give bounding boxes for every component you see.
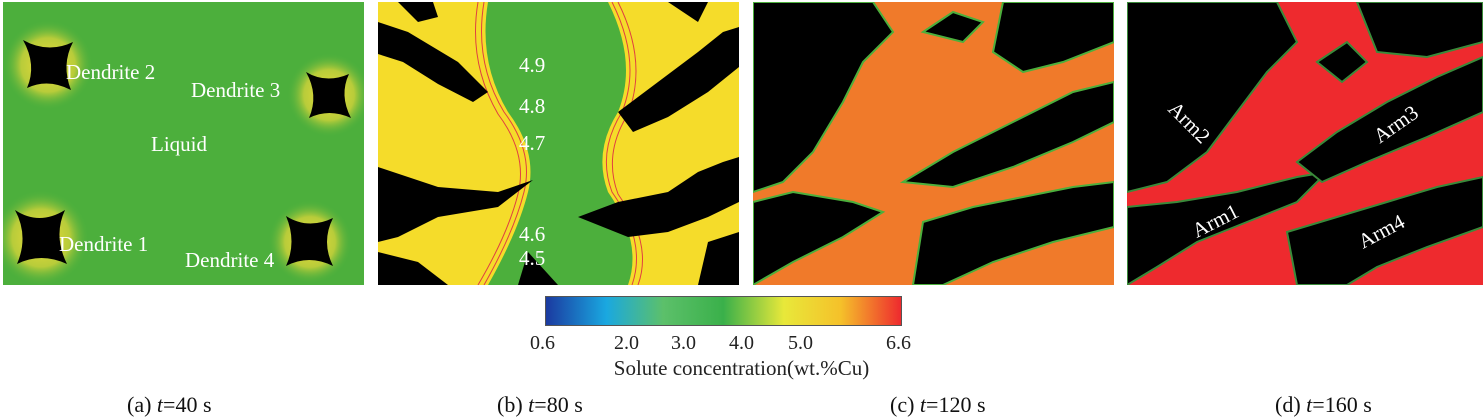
contour-label-4.9: 4.9 (519, 53, 546, 77)
colorbar (545, 296, 902, 326)
panel-a-field (3, 2, 364, 285)
label-dendrite-1: Dendrite 1 (59, 232, 149, 256)
caption-c: (c) t=120 s (890, 392, 986, 417)
panel-c-field (753, 2, 1114, 285)
label-dendrite-3: Dendrite 3 (191, 78, 281, 102)
panel-d-field (1127, 2, 1483, 285)
panel-b-field (378, 2, 739, 285)
panel-c (753, 2, 1114, 285)
contour-label-4.7: 4.7 (519, 131, 546, 155)
label-dendrite-2: Dendrite 2 (66, 60, 156, 84)
panel-a: Dendrite 2 Dendrite 3 Liquid Dendrite 1 … (3, 2, 364, 285)
colorbar-tick-0: 0.6 (530, 332, 555, 354)
caption-a: (a) t=40 s (127, 392, 212, 417)
label-liquid: Liquid (151, 132, 207, 156)
colorbar-title: Solute concentration(wt.%Cu) (613, 356, 870, 380)
colorbar-tick-4: 5.0 (788, 332, 813, 354)
panel-b: 4.9 4.8 4.7 4.6 4.5 (378, 2, 739, 285)
colorbar-tick-1: 2.0 (614, 332, 639, 354)
label-dendrite-4: Dendrite 4 (185, 248, 275, 272)
panel-d: Arm2 Arm3 Arm1 Arm4 (1127, 2, 1483, 285)
colorbar-tick-3: 4.0 (729, 332, 754, 354)
colorbar-tick-5: 6.6 (886, 332, 911, 354)
colorbar-title-row: Solute concentration(wt.%Cu) (0, 356, 1483, 381)
caption-b: (b) t=80 s (497, 392, 583, 417)
caption-d: (d) t=160 s (1275, 392, 1372, 417)
contour-label-4.5: 4.5 (519, 246, 546, 270)
contour-label-4.6: 4.6 (519, 222, 546, 246)
colorbar-tick-2: 3.0 (671, 332, 696, 354)
contour-label-4.8: 4.8 (519, 94, 546, 118)
